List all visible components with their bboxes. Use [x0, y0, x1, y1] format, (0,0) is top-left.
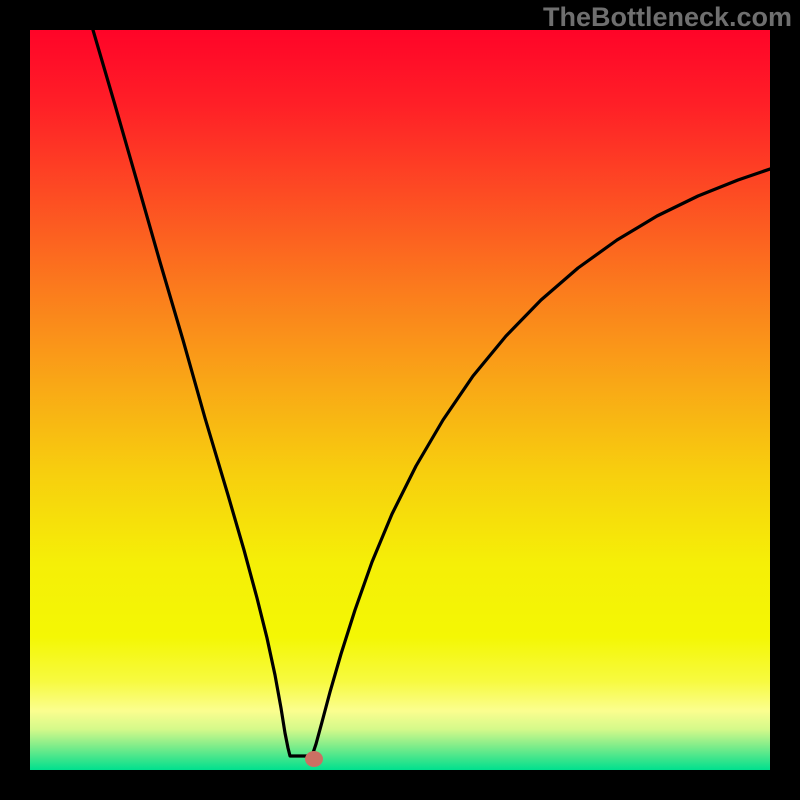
gradient-background	[30, 30, 770, 770]
optimal-point-marker	[305, 751, 323, 767]
bottleneck-chart	[0, 0, 800, 800]
chart-frame: TheBottleneck.com	[0, 0, 800, 800]
watermark-label: TheBottleneck.com	[543, 2, 792, 33]
